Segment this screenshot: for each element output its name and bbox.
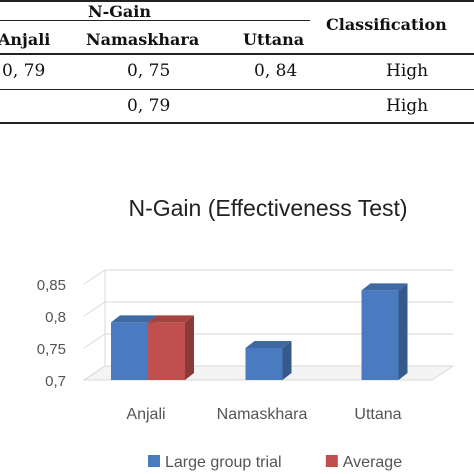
header-bottom-rule xyxy=(0,53,474,55)
ngain-chart: N-Gain (Effectiveness Test) 0,7 0,75 0,8 0,… xyxy=(0,126,474,474)
legend-label: Average xyxy=(343,454,402,471)
legend-swatch xyxy=(148,455,160,467)
bar-top xyxy=(111,315,157,323)
bar-top xyxy=(361,283,408,291)
cell-anjali: 0, 79 xyxy=(2,61,46,81)
cell-classification-row2: High xyxy=(386,96,429,116)
cell-namaskhara: 0, 75 xyxy=(127,61,171,81)
table-bottom-rule xyxy=(0,122,474,124)
bar-top xyxy=(148,315,194,323)
ngain-group-header: N-Gain xyxy=(88,2,152,21)
col-header-namaskhara: Namaskhara xyxy=(86,30,200,49)
x-tick-label: Anjali xyxy=(126,406,165,423)
bar-side xyxy=(185,315,194,380)
cell-classification-row1: High xyxy=(386,61,429,81)
y-tick-label: 0,7 xyxy=(45,373,66,390)
bar-front xyxy=(361,290,399,380)
col-header-anjali: Anjali xyxy=(0,30,51,49)
chart-title: N-Gain (Effectiveness Test) xyxy=(128,195,407,221)
legend-item: Large group trial xyxy=(148,454,282,471)
legend-item: Average xyxy=(325,454,402,471)
cell-average: 0, 79 xyxy=(127,96,171,116)
bar-side xyxy=(398,283,408,380)
chart-svg: N-Gain (Effectiveness Test) 0,7 0,75 0,8 0,… xyxy=(37,195,455,471)
bar xyxy=(361,283,408,380)
bar-front xyxy=(148,322,185,380)
x-tick-label: Namaskhara xyxy=(217,406,308,423)
bar xyxy=(148,315,194,380)
legend-label: Large group trial xyxy=(165,454,282,471)
col-header-classification: Classification xyxy=(326,15,447,34)
group-header-rule xyxy=(0,20,310,21)
gridline xyxy=(83,269,453,285)
cell-uttana: 0, 84 xyxy=(254,61,298,81)
col-header-uttana: Uttana xyxy=(243,30,305,49)
y-tick-label: 0,75 xyxy=(37,341,66,358)
bar-top xyxy=(245,341,292,348)
x-tick-label: Uttana xyxy=(354,406,401,423)
table-top-rule xyxy=(0,0,474,2)
bar-side xyxy=(282,341,292,380)
bar-front xyxy=(245,348,283,380)
bar xyxy=(111,315,157,380)
y-tick-label: 0,8 xyxy=(45,309,66,326)
row-rule xyxy=(0,89,474,90)
results-table: N-Gain Anjali Namaskhara Uttana Classifi… xyxy=(0,0,474,126)
bar-front xyxy=(111,322,148,380)
y-tick-label: 0,85 xyxy=(37,277,66,294)
legend-swatch xyxy=(325,455,338,467)
bar xyxy=(245,341,292,380)
